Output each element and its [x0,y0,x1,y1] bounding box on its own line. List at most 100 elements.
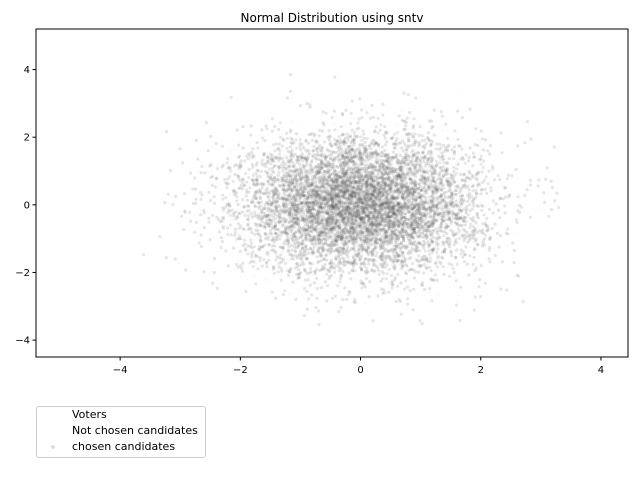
scatter-point [331,156,335,161]
scatter-point [236,283,240,287]
scatter-point [344,108,348,112]
scatter-point [298,256,302,260]
scatter-point [286,199,290,203]
scatter-point [318,217,322,221]
scatter-point [421,171,426,175]
scatter-point [319,237,323,241]
scatter-point [353,217,357,221]
scatter-point [366,245,370,249]
scatter-point [373,206,377,210]
scatter-point [424,268,428,272]
scatter-point [254,236,258,240]
scatter-point [287,229,291,233]
scatter-point [347,256,351,260]
scatter-point [385,185,389,189]
scatter-point [337,309,341,314]
scatter-point [331,237,335,241]
scatter-point [166,187,170,191]
scatter-point [289,238,293,242]
scatter-point [323,216,327,220]
scatter-point [375,281,379,285]
scatter-point [303,230,307,234]
scatter-point [202,226,206,230]
scatter-point [505,164,509,168]
scatter-point [199,213,203,217]
scatter-point [473,233,477,237]
scatter-point [333,175,337,179]
scatter-point [269,206,273,210]
scatter-point [364,105,368,110]
scatter-point [263,139,267,143]
scatter-point [289,184,293,188]
scatter-point [362,193,366,197]
scatter-point [362,195,366,200]
scatter-point [369,224,373,229]
scatter-point [209,134,213,139]
scatter-point [418,198,422,202]
scatter-point [362,132,366,136]
scatter-point [375,187,379,191]
scatter-point [287,216,291,220]
scatter-point [479,129,483,133]
scatter-point [233,231,237,235]
scatter-point [447,157,452,161]
scatter-point [358,148,362,152]
scatter-point [460,207,464,211]
scatter-point [385,164,389,168]
scatter-point [485,216,489,221]
scatter-point [368,164,372,168]
scatter-point [355,230,359,234]
scatter-point [542,191,546,195]
scatter-point [274,191,278,195]
scatter-point [287,201,291,205]
scatter-point [438,260,442,264]
scatter-point [378,152,382,156]
scatter-point [452,145,457,149]
scatter-point [423,198,427,203]
scatter-point [343,263,347,267]
scatter-point [395,199,399,204]
scatter-point [361,151,365,155]
scatter-point [413,220,417,224]
scatter-point [439,110,443,114]
scatter-point [348,228,353,232]
scatter-point [230,187,234,191]
scatter-point [331,165,336,169]
scatter-point [345,223,350,227]
scatter-point [289,220,293,224]
scatter-point [484,202,488,206]
scatter-point [336,216,340,220]
scatter-point [390,214,394,218]
scatter-point [349,219,354,224]
scatter-point [409,209,413,214]
scatter-point [245,180,249,184]
scatter-point [350,211,355,215]
scatter-point [306,213,310,217]
scatter-point [323,129,327,134]
scatter-point [400,206,404,210]
scatter-point [400,146,404,150]
scatter-point [463,171,467,175]
scatter-point [377,155,381,159]
scatter-point [423,187,427,191]
scatter-point [332,179,336,183]
scatter-point [299,209,303,214]
scatter-point [379,209,383,213]
scatter-point [289,257,293,261]
scatter-point [378,183,382,187]
scatter-point [321,272,325,276]
scatter-point [312,286,316,290]
scatter-point [276,172,280,176]
scatter-point [335,179,339,183]
scatter-point [319,240,323,244]
scatter-point [355,196,359,200]
scatter-point [294,138,298,142]
scatter-point [301,200,305,204]
scatter-point [339,259,343,263]
scatter-point [445,231,449,236]
scatter-point [321,110,325,114]
scatter-point [372,198,376,202]
scatter-point [300,231,304,235]
scatter-point [441,124,445,128]
scatter-point [399,217,403,221]
